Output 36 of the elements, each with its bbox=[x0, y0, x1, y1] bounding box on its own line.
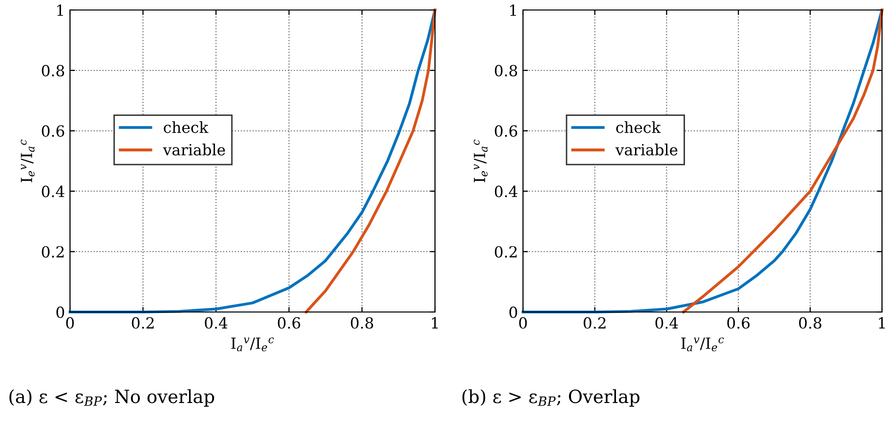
line-series bbox=[522, 8, 884, 314]
y-tick-label: 0.2 bbox=[494, 246, 517, 258]
y-tick-label: 0.8 bbox=[42, 64, 64, 76]
x-tick-label: 1 bbox=[432, 317, 438, 328]
x-tick-label: 0.8 bbox=[799, 317, 822, 329]
x-tick-label: 0.4 bbox=[204, 317, 228, 329]
y-axis-title: I$_{e}$$^{v}$/I$_{a}$$^{c}$ bbox=[474, 140, 488, 182]
x-tick-label: 0 bbox=[66, 317, 74, 329]
y-tick-label: 0.2 bbox=[42, 246, 64, 258]
y-tick-label: 1 bbox=[57, 4, 63, 16]
x-tick-label: 0.6 bbox=[278, 317, 300, 329]
x-tick-label: 1 bbox=[879, 317, 885, 328]
x-tick-label: 0.2 bbox=[584, 317, 606, 329]
y-tick-label: 0 bbox=[56, 306, 64, 318]
y-tick-label: 1 bbox=[510, 4, 516, 16]
y-tick-label: 0.6 bbox=[42, 125, 64, 137]
legend-label: variable bbox=[615, 144, 678, 156]
line-series bbox=[68, 8, 436, 314]
y-axis-title: I$_{e}$$^{v}$/I$_{a}$$^{c}$ bbox=[20, 140, 35, 182]
y-tick-label: 0.4 bbox=[494, 186, 518, 198]
y-tick-label: 0.8 bbox=[494, 64, 518, 76]
x-tick-label: 0.2 bbox=[132, 317, 154, 329]
y-tick-label: 0 bbox=[509, 306, 518, 318]
x-tick-label: 0.6 bbox=[727, 317, 750, 329]
x-tick-label: 0 bbox=[519, 317, 527, 329]
y-tick-label: 0.6 bbox=[494, 125, 518, 137]
legend-label: variable bbox=[162, 144, 226, 156]
text: (b) ε > ε$_{BP}$; Overlap bbox=[462, 389, 640, 407]
x-axis-title: I$_{a}$$^{v}$/I$_{e}$$^{c}$ bbox=[681, 338, 724, 352]
x-tick-label: 0.4 bbox=[655, 317, 678, 329]
y-tick-label: 0.4 bbox=[42, 186, 64, 198]
legend-label: check bbox=[616, 121, 661, 134]
text: (a) ε < ε$_{BP}$; No overlap bbox=[9, 389, 214, 407]
x-axis-title: I$_{a}$$^{v}$/I$_{e}$$^{c}$ bbox=[231, 338, 274, 352]
x-tick-label: 0.8 bbox=[350, 317, 374, 329]
legend-label: check bbox=[164, 121, 208, 134]
